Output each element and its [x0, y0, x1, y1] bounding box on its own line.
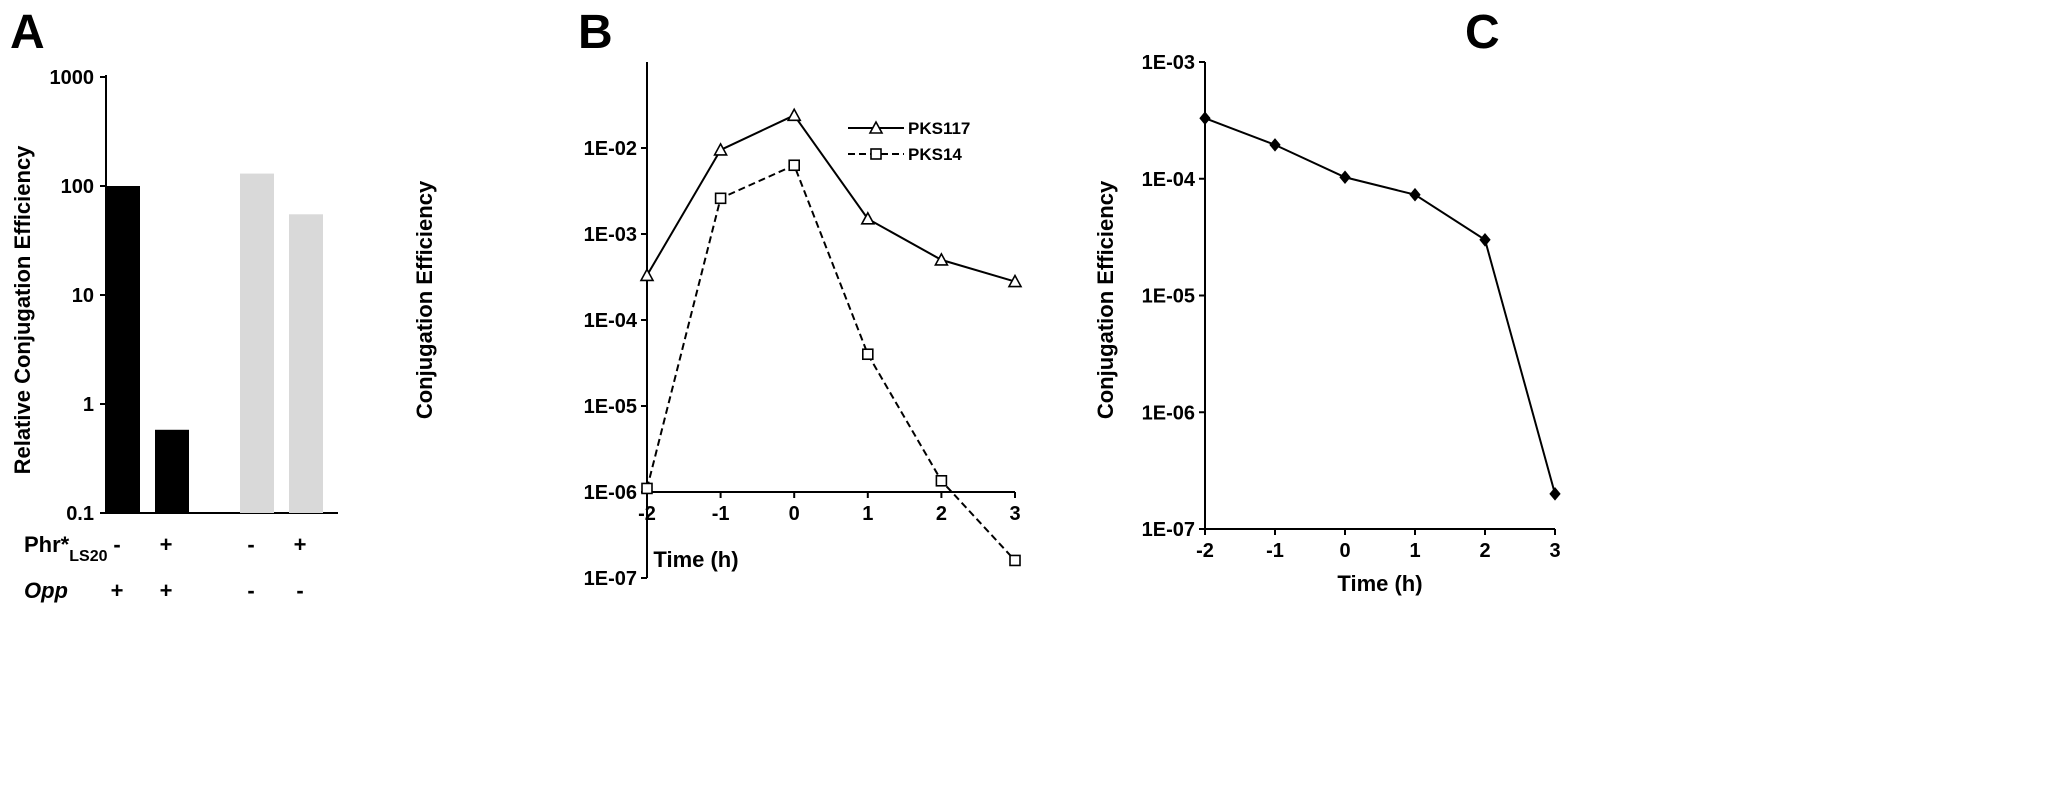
panel-letter-a: A	[10, 6, 45, 59]
y-tick-label: 1E-06	[1142, 402, 1195, 424]
data-point-diamond	[1269, 138, 1281, 152]
panel-c-series	[1199, 111, 1561, 501]
data-point-triangle	[713, 142, 728, 156]
data-point-diamond	[1339, 170, 1351, 185]
x-tick-label: 2	[936, 503, 947, 525]
bar	[106, 186, 140, 513]
phr-row-label: Phr*LS20	[24, 532, 108, 565]
panel-b-legend: PKS117 PKS14	[848, 119, 970, 164]
phr-row-label-sub: LS20	[69, 548, 107, 565]
panel-c-y-axis-title: Conjugation Efficiency	[1093, 180, 1118, 419]
panel-a-y-ticks: 0.1 1 10 100 1000	[50, 67, 106, 525]
y-tick-label: 1000	[50, 67, 95, 89]
x-tick-label: -1	[1266, 540, 1284, 562]
panel-a-bars	[106, 173, 323, 513]
panel-b-x-ticks: -2 -1 0 1 2 3	[638, 492, 1021, 525]
data-point-triangle	[1007, 273, 1023, 288]
data-point-square	[861, 348, 874, 361]
opp-sign: -	[247, 578, 254, 603]
y-tick-label: 1E-03	[584, 224, 637, 246]
data-point-diamond	[1549, 487, 1561, 501]
y-tick-label: 1E-07	[1142, 519, 1195, 541]
panel-a-condition-rows: - + - + + + - -	[111, 532, 307, 603]
series-line	[1204, 117, 1556, 495]
data-point-square	[870, 148, 882, 160]
phr-sign: +	[294, 532, 307, 557]
data-point-square	[788, 159, 801, 172]
legend-label: PKS14	[908, 145, 962, 164]
opp-row-label: Opp	[24, 578, 68, 603]
panel-a-bar-chart: 0.1 1 10 100 1000 Relative Conjugation Effic…	[10, 67, 338, 603]
data-point-square	[1009, 554, 1021, 567]
data-point-triangle	[639, 267, 655, 282]
legend-label: PKS117	[908, 119, 970, 138]
series-line	[646, 163, 1016, 562]
x-tick-label: -2	[638, 503, 656, 525]
panel-letter-b: B	[578, 6, 613, 59]
data-point-triangle	[868, 120, 884, 134]
panel-b-x-axis-title: Time (h)	[653, 547, 738, 572]
panel-c-y-ticks: 1E-07 1E-06 1E-05 1E-04 1E-03	[1142, 52, 1205, 541]
bar	[289, 214, 323, 513]
y-tick-label: 1E-04	[584, 310, 638, 332]
panel-b-y-ticks: 1E-07 1E-06 1E-05 1E-04 1E-03 1E-02	[584, 138, 647, 590]
panel-c-line-chart: 1E-07 1E-06 1E-05 1E-04 1E-03 -2 -1 0 1 2 3 Conju…	[1093, 52, 1561, 596]
y-tick-label: 1E-05	[584, 396, 637, 418]
y-tick-label: 1E-06	[584, 482, 637, 504]
data-point-square	[714, 192, 727, 205]
y-tick-label: 1E-05	[1142, 286, 1195, 308]
data-point-triangle	[786, 107, 802, 122]
panel-b-series	[639, 107, 1023, 567]
y-tick-label: 1E-04	[1142, 169, 1196, 191]
x-tick-label: -2	[1196, 540, 1214, 562]
y-tick-label: 1E-03	[1142, 52, 1195, 74]
y-tick-label: 1E-07	[584, 568, 637, 590]
phr-sign: -	[113, 532, 120, 557]
series-line	[646, 114, 1016, 283]
panel-c-x-axis-title: Time (h)	[1337, 571, 1422, 596]
y-tick-label: 100	[61, 176, 94, 198]
data-point-square	[935, 474, 948, 487]
x-tick-label: -1	[712, 503, 730, 525]
panel-b-y-axis-title: Conjugation Efficiency	[412, 180, 437, 419]
data-point-diamond	[1479, 233, 1491, 247]
phr-sign: +	[160, 532, 173, 557]
panel-a-y-axis-title: Relative Conjugation Efficiency	[10, 145, 35, 475]
phr-row-label-main: Phr*	[24, 532, 70, 557]
opp-sign: +	[160, 578, 173, 603]
opp-sign: +	[111, 578, 124, 603]
opp-sign: -	[296, 578, 303, 603]
data-point-triangle	[934, 252, 949, 266]
y-tick-label: 0.1	[66, 503, 94, 525]
data-point-diamond	[1199, 111, 1211, 125]
y-tick-label: 1	[83, 394, 94, 416]
data-point-diamond	[1409, 187, 1421, 202]
data-point-square	[641, 482, 653, 495]
x-tick-label: 1	[862, 503, 873, 525]
phr-sign: -	[247, 532, 254, 557]
y-tick-label: 1E-02	[584, 138, 637, 160]
x-tick-label: 0	[789, 503, 800, 525]
x-tick-label: 1	[1409, 540, 1420, 562]
x-tick-label: 3	[1009, 503, 1020, 525]
panel-letter-c: C	[1465, 6, 1500, 59]
y-tick-label: 10	[72, 285, 94, 307]
data-point-triangle	[860, 211, 876, 225]
x-tick-label: 0	[1339, 540, 1350, 562]
x-tick-label: 2	[1479, 540, 1490, 562]
bar	[240, 173, 274, 513]
panel-c-x-ticks: -2 -1 0 1 2 3	[1196, 529, 1561, 562]
bar	[155, 429, 189, 513]
x-tick-label: 3	[1549, 540, 1560, 562]
